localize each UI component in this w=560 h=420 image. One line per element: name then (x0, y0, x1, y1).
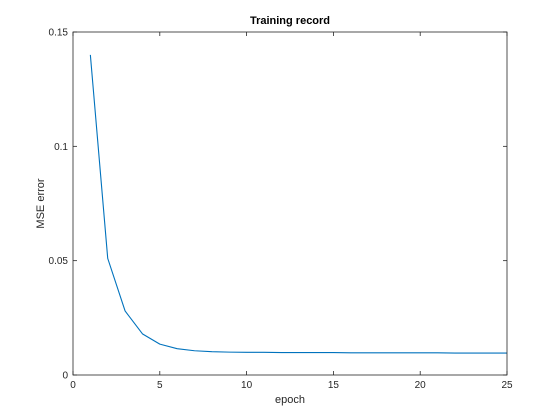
plot-area (73, 32, 507, 375)
x-tick-label: 20 (415, 380, 427, 391)
chart-title: Training record (250, 15, 330, 27)
axes-box (72, 31, 508, 376)
y-tick-label: 0 (62, 371, 68, 382)
series-layer (89, 54, 507, 354)
x-tick-label: 25 (501, 380, 513, 391)
x-tick-label: 15 (328, 380, 340, 391)
x-tick-label: 5 (157, 380, 163, 391)
y-tick-label: 0.15 (49, 28, 69, 39)
x-axis-title: epoch (275, 394, 305, 406)
x-tick-label: 10 (241, 380, 253, 391)
x-tick-label: 0 (70, 380, 76, 391)
y-axis-title: MSE error (35, 178, 47, 228)
y-tick-label: 0.05 (49, 256, 69, 267)
series-line (89, 54, 507, 354)
y-tick-label: 0.1 (54, 142, 68, 153)
